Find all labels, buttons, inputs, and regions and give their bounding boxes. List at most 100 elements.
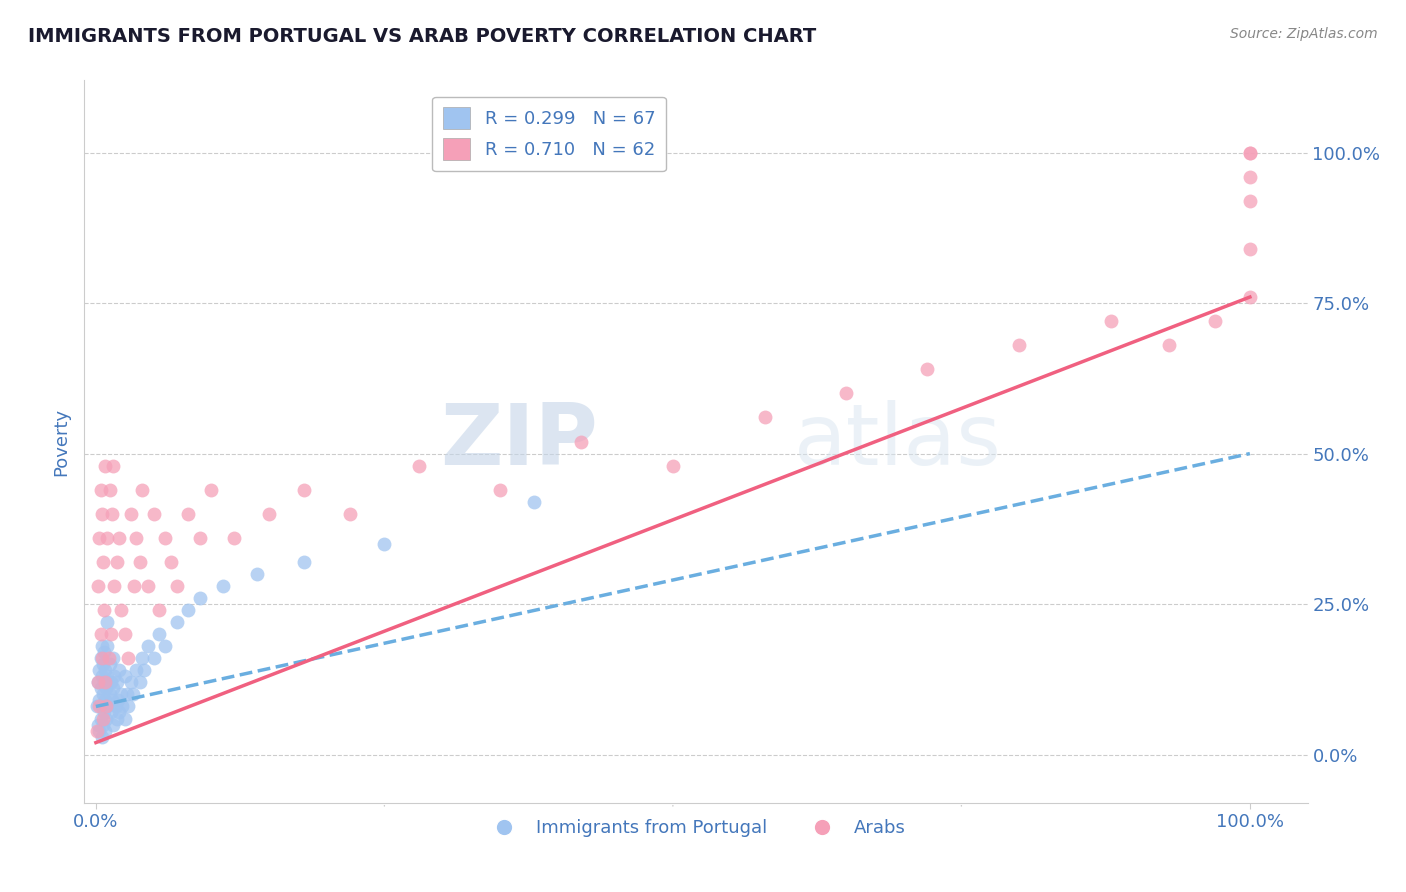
Point: [98, 657, 121, 672]
Point: [94, 458, 117, 473]
Point: [188, 531, 211, 545]
Point: [110, 687, 132, 701]
Point: [87, 675, 110, 690]
Point: [1239, 290, 1261, 304]
Point: [103, 458, 125, 473]
Point: [91, 712, 114, 726]
Point: [103, 651, 125, 665]
Text: ZIP: ZIP: [440, 400, 598, 483]
Point: [98, 687, 121, 701]
Point: [224, 531, 246, 545]
Point: [121, 687, 143, 701]
Point: [136, 639, 159, 653]
Point: [100, 627, 122, 641]
Point: [488, 483, 510, 497]
Point: [91, 657, 114, 672]
Point: [96, 699, 118, 714]
Point: [120, 507, 142, 521]
Point: [94, 723, 117, 738]
Text: IMMIGRANTS FROM PORTUGAL VS ARAB POVERTY CORRELATION CHART: IMMIGRANTS FROM PORTUGAL VS ARAB POVERTY…: [28, 27, 817, 45]
Point: [115, 687, 138, 701]
Point: [1008, 338, 1031, 352]
Point: [96, 669, 118, 683]
Point: [246, 567, 269, 582]
Point: [108, 706, 131, 720]
Point: [103, 681, 125, 696]
Point: [1099, 314, 1122, 328]
Point: [122, 579, 145, 593]
Point: [153, 531, 176, 545]
Point: [89, 723, 111, 738]
Point: [90, 730, 112, 744]
Point: [339, 507, 361, 521]
Point: [754, 410, 776, 425]
Point: [86, 723, 108, 738]
Point: [408, 458, 430, 473]
Point: [136, 579, 159, 593]
Point: [91, 687, 114, 701]
Point: [96, 712, 118, 726]
Point: [107, 693, 129, 707]
Point: [104, 699, 127, 714]
Point: [915, 362, 938, 376]
Point: [101, 507, 124, 521]
Point: [111, 699, 134, 714]
Point: [114, 712, 136, 726]
Point: [125, 531, 148, 545]
Text: Source: ZipAtlas.com: Source: ZipAtlas.com: [1230, 27, 1378, 41]
Point: [87, 717, 110, 731]
Point: [131, 483, 153, 497]
Legend: Immigrants from Portugal, Arabs: Immigrants from Portugal, Arabs: [478, 812, 914, 845]
Point: [1159, 338, 1181, 352]
Point: [114, 669, 136, 683]
Text: atlas: atlas: [794, 400, 1002, 483]
Point: [89, 483, 111, 497]
Point: [89, 531, 111, 545]
Point: [131, 651, 153, 665]
Point: [94, 693, 117, 707]
Point: [90, 651, 112, 665]
Point: [120, 675, 142, 690]
Point: [103, 717, 125, 731]
Point: [523, 494, 546, 508]
Point: [105, 712, 128, 726]
Point: [96, 531, 118, 545]
Point: [87, 675, 110, 690]
Point: [89, 712, 111, 726]
Point: [1239, 145, 1261, 160]
Point: [160, 555, 183, 569]
Point: [1239, 169, 1261, 184]
Point: [103, 579, 125, 593]
Point: [292, 483, 315, 497]
Point: [117, 699, 139, 714]
Point: [101, 693, 124, 707]
Point: [105, 555, 128, 569]
Point: [90, 507, 112, 521]
Point: [177, 507, 200, 521]
Point: [100, 675, 122, 690]
Point: [89, 664, 111, 678]
Point: [94, 664, 117, 678]
Point: [96, 681, 118, 696]
Point: [96, 615, 118, 630]
Point: [89, 693, 111, 707]
Point: [103, 669, 125, 683]
Point: [98, 483, 121, 497]
Point: [569, 434, 592, 449]
Point: [148, 603, 170, 617]
Point: [97, 651, 120, 665]
Point: [142, 507, 165, 521]
Point: [86, 699, 108, 714]
Point: [142, 651, 165, 665]
Point: [292, 555, 315, 569]
Point: [93, 645, 115, 659]
Point: [835, 386, 858, 401]
Point: [166, 615, 188, 630]
Point: [93, 706, 115, 720]
Point: [96, 699, 118, 714]
Point: [177, 603, 200, 617]
Point: [114, 627, 136, 641]
Point: [110, 603, 132, 617]
Point: [89, 681, 111, 696]
Point: [662, 458, 685, 473]
